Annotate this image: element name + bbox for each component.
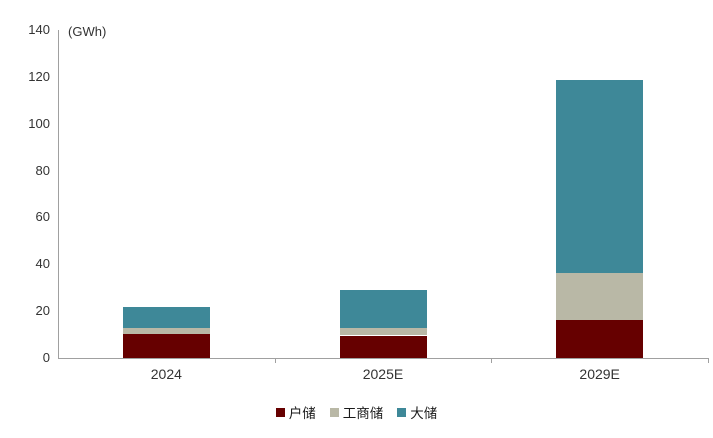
y-tick-label: 40 — [35, 256, 50, 272]
y-tick-label: 0 — [42, 350, 50, 365]
legend-item-工商储: 工商储 — [329, 402, 384, 422]
x-axis-tick-mark — [708, 359, 709, 363]
y-tick-label: 140 — [28, 22, 50, 37]
y-tick-label: 60 — [35, 209, 50, 225]
bar-segment-大储-2029E — [556, 80, 644, 274]
legend-item-大储: 大储 — [397, 402, 437, 422]
x-tick-label-2024: 2024 — [150, 366, 182, 382]
chart-legend: 户储 工商储 大储 — [0, 402, 713, 422]
legend-label: 大储 — [410, 406, 438, 421]
x-tick-label-2025E: 2025E — [362, 366, 404, 382]
x-axis-tick-mark — [274, 359, 276, 363]
bar-segment-户储-2025E — [339, 335, 427, 358]
bar-segment-大储-2024 — [122, 306, 210, 329]
x-axis-tick-mark — [491, 359, 493, 363]
legend-marker-icon — [397, 407, 407, 417]
y-axis-unit-label: (GWh) — [68, 24, 107, 39]
bar-segment-工商储-2025E — [339, 327, 427, 336]
bar-segment-大储-2025E — [339, 289, 427, 328]
legend-label: 户储 — [288, 406, 316, 421]
x-tick-label-2029E: 2029E — [579, 366, 620, 382]
legend-label: 工商储 — [342, 406, 384, 421]
bar-segment-户储-2024 — [122, 333, 210, 358]
legend-marker-icon — [275, 407, 285, 417]
legend-item-户储: 户储 — [275, 402, 316, 422]
y-tick-label: 20 — [35, 303, 50, 319]
y-tick-label: 100 — [28, 115, 50, 131]
legend-marker-icon — [329, 407, 339, 417]
plot-area — [58, 30, 709, 359]
y-tick-label: 120 — [28, 68, 50, 84]
y-tick-label: 80 — [35, 162, 50, 178]
bar-segment-户储-2029E — [556, 320, 644, 358]
bar-segment-工商储-2029E — [556, 273, 644, 321]
bar-segment-工商储-2024 — [122, 328, 210, 334]
